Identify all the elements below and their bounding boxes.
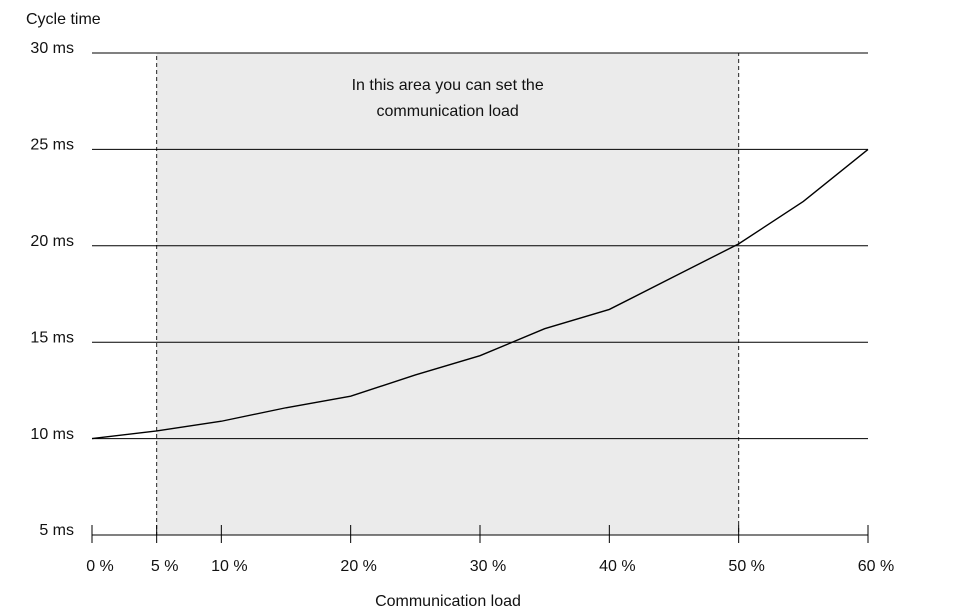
highlight-area (156, 52, 740, 536)
x-tick-label: 5 % (151, 558, 179, 575)
x-tick-label: 50 % (728, 558, 764, 575)
y-axis-label: Cycle time (26, 11, 101, 28)
x-tick-label: 30 % (470, 558, 506, 575)
annotation: communication load (377, 103, 519, 120)
y-tick-label: 25 ms (30, 137, 74, 154)
x-tick-label: 20 % (340, 558, 376, 575)
y-tick-label: 10 ms (30, 426, 74, 443)
x-tick-label: 60 % (858, 558, 894, 575)
y-tick-label: 15 ms (30, 329, 74, 346)
x-axis-label: Communication load (375, 593, 521, 610)
y-tick-label: 20 ms (30, 233, 74, 250)
data-line (91, 148, 869, 440)
x-tick-label: 0 % (86, 558, 114, 575)
annotation: In this area you can set the (352, 77, 544, 94)
x-tick-label: 40 % (599, 558, 635, 575)
y-tick-label: 30 ms (30, 40, 74, 57)
y-tick-label: 5 ms (39, 522, 74, 539)
x-tick-label: 10 % (211, 558, 247, 575)
